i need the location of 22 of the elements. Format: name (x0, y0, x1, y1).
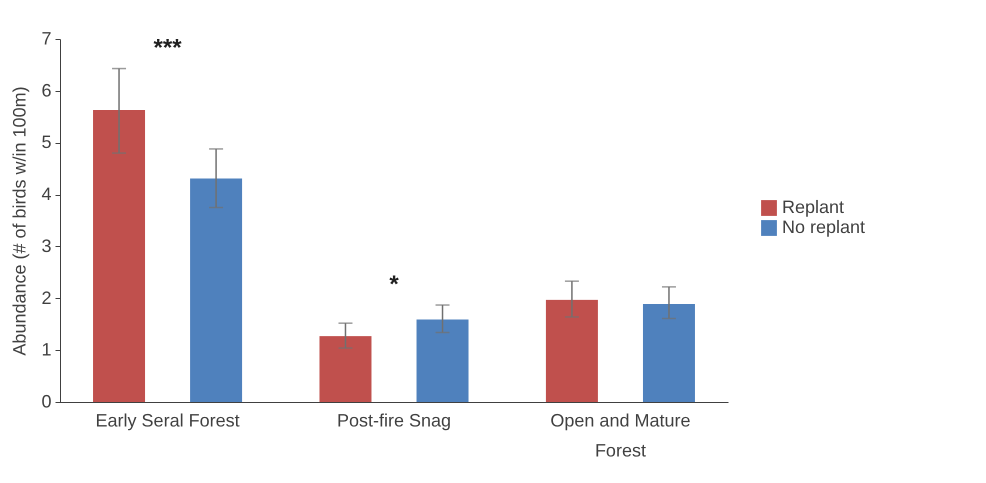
y-tick-label: 6 (41, 80, 52, 100)
y-tick-label: 2 (41, 288, 52, 308)
y-tick-label: 3 (41, 236, 52, 256)
bar (190, 178, 242, 402)
bar (416, 320, 469, 402)
y-tick-label: 1 (41, 340, 52, 360)
annotation: * (389, 271, 400, 298)
annotation: *** (154, 34, 182, 62)
legend-label: No replant (782, 217, 866, 237)
y-tick-label: 4 (41, 184, 52, 204)
y-tick-label: 7 (41, 28, 52, 48)
y-tick-label: 0 (41, 392, 52, 412)
legend-label: Replant (782, 197, 844, 217)
bar (319, 336, 372, 402)
bar (642, 304, 695, 402)
y-tick-label: 5 (41, 132, 52, 152)
x-tick-label: Early Seral Forest (96, 410, 240, 430)
x-tick-label: Open and Mature Forest (550, 410, 690, 460)
x-tick-label: Post-fire Snag (336, 410, 452, 430)
y-axis-title: Abundance (# of birds w/in 100m) (9, 86, 30, 356)
bar (93, 110, 146, 402)
bar (546, 300, 598, 402)
